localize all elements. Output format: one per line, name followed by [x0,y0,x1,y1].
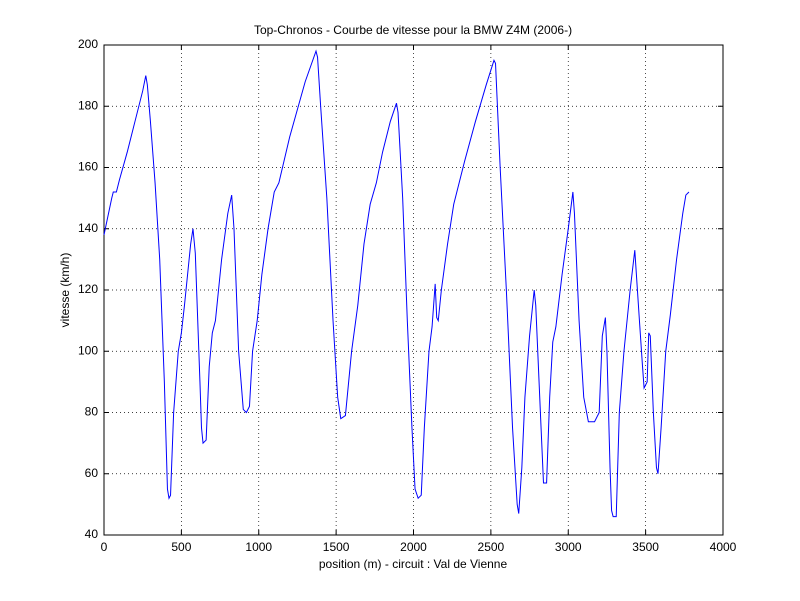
y-tick-label: 100 [78,343,98,357]
y-tick-label: 60 [85,466,99,480]
x-tick-label: 3000 [555,540,582,554]
y-tick-label: 40 [85,527,99,541]
plot-frame [103,44,724,536]
y-tick-label: 140 [78,221,98,235]
y-axis-label: vitesse (km/h) [58,253,72,328]
x-tick-label: 2000 [400,540,427,554]
y-tick-label: 180 [78,98,98,112]
y-tick-label: 80 [85,405,99,419]
speed-line [103,49,690,518]
x-tick-label: 2500 [478,540,505,554]
y-tick-label: 200 [78,37,98,51]
x-tick-label: 0 [101,540,108,554]
x-axis-label: position (m) - circuit : Val de Vienne [319,557,508,571]
x-tick-label: 500 [171,540,191,554]
chart-title: Top-Chronos - Courbe de vitesse pour la … [254,23,572,37]
y-tick-label: 160 [78,160,98,174]
x-tick-label: 4000 [710,540,737,554]
x-tick-label: 1500 [323,540,350,554]
y-tick-label: 120 [78,282,98,296]
x-tick-label: 1000 [245,540,272,554]
x-tick-label: 3500 [632,540,659,554]
